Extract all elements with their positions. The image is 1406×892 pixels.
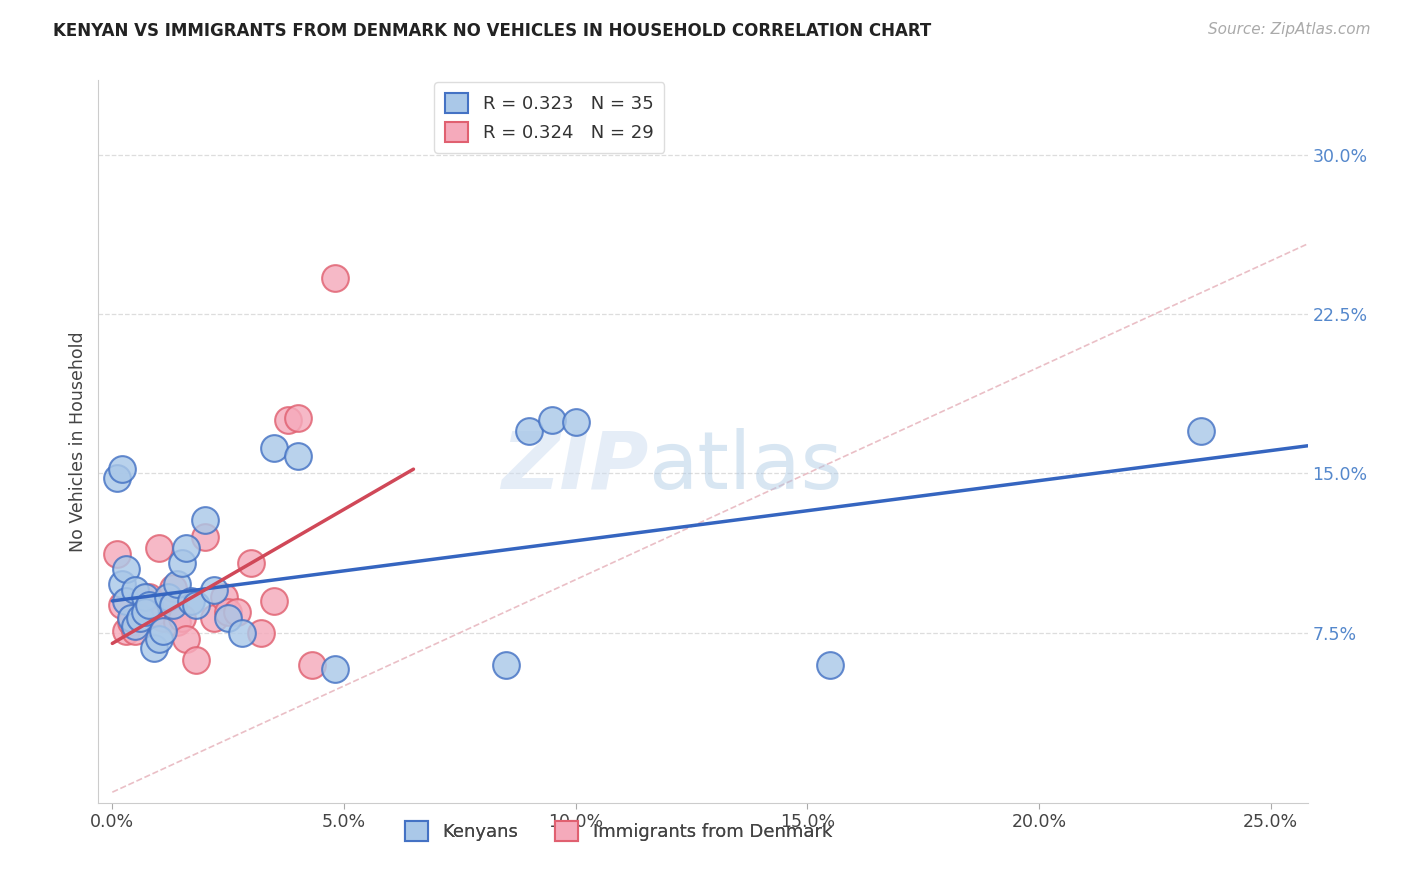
Point bbox=[115, 624, 138, 638]
Point bbox=[263, 441, 285, 455]
Point bbox=[134, 594, 156, 608]
Point bbox=[226, 605, 249, 619]
Point bbox=[124, 624, 146, 638]
Text: atlas: atlas bbox=[648, 428, 844, 506]
Point bbox=[143, 640, 166, 655]
Point bbox=[495, 657, 517, 672]
Point bbox=[180, 594, 202, 608]
Point bbox=[110, 598, 132, 612]
Point bbox=[176, 632, 198, 647]
Point bbox=[115, 594, 138, 608]
Point bbox=[249, 625, 271, 640]
Point bbox=[212, 590, 235, 604]
Point bbox=[323, 271, 346, 285]
Point bbox=[143, 605, 166, 619]
Point bbox=[301, 657, 323, 672]
Point bbox=[240, 556, 263, 570]
Point bbox=[541, 413, 564, 427]
Point bbox=[129, 611, 152, 625]
Point bbox=[170, 611, 193, 625]
Point bbox=[152, 624, 174, 638]
Point bbox=[564, 416, 586, 430]
Point bbox=[129, 611, 152, 625]
Point bbox=[1189, 424, 1212, 438]
Point bbox=[323, 662, 346, 676]
Point bbox=[202, 583, 225, 598]
Point bbox=[231, 625, 253, 640]
Point bbox=[152, 611, 174, 625]
Point bbox=[120, 611, 142, 625]
Y-axis label: No Vehicles in Household: No Vehicles in Household bbox=[69, 331, 87, 552]
Point bbox=[110, 462, 132, 476]
Point bbox=[194, 530, 217, 544]
Point bbox=[124, 619, 146, 633]
Legend: Kenyans, Immigrants from Denmark: Kenyans, Immigrants from Denmark bbox=[398, 814, 839, 848]
Point bbox=[138, 598, 160, 612]
Point bbox=[263, 594, 285, 608]
Point bbox=[120, 615, 142, 630]
Point bbox=[820, 657, 842, 672]
Point bbox=[156, 594, 179, 608]
Point bbox=[162, 581, 184, 595]
Text: ZIP: ZIP bbox=[501, 428, 648, 506]
Point bbox=[148, 632, 170, 647]
Point bbox=[105, 471, 128, 485]
Text: KENYAN VS IMMIGRANTS FROM DENMARK NO VEHICLES IN HOUSEHOLD CORRELATION CHART: KENYAN VS IMMIGRANTS FROM DENMARK NO VEH… bbox=[53, 22, 932, 40]
Point bbox=[166, 615, 188, 630]
Point bbox=[194, 513, 217, 527]
Point bbox=[184, 598, 207, 612]
Point bbox=[166, 577, 188, 591]
Point bbox=[134, 605, 156, 619]
Point bbox=[176, 541, 198, 555]
Point bbox=[202, 611, 225, 625]
Point bbox=[115, 562, 138, 576]
Point bbox=[287, 411, 309, 425]
Point bbox=[156, 590, 179, 604]
Point bbox=[170, 556, 193, 570]
Point bbox=[184, 653, 207, 667]
Point bbox=[138, 590, 160, 604]
Point bbox=[134, 590, 156, 604]
Point bbox=[124, 583, 146, 598]
Point bbox=[277, 413, 299, 427]
Point bbox=[162, 598, 184, 612]
Text: Source: ZipAtlas.com: Source: ZipAtlas.com bbox=[1208, 22, 1371, 37]
Point bbox=[110, 577, 132, 591]
Point bbox=[105, 547, 128, 561]
Point bbox=[217, 605, 239, 619]
Point bbox=[217, 611, 239, 625]
Point bbox=[148, 541, 170, 555]
Point bbox=[287, 450, 309, 464]
Point bbox=[517, 424, 540, 438]
